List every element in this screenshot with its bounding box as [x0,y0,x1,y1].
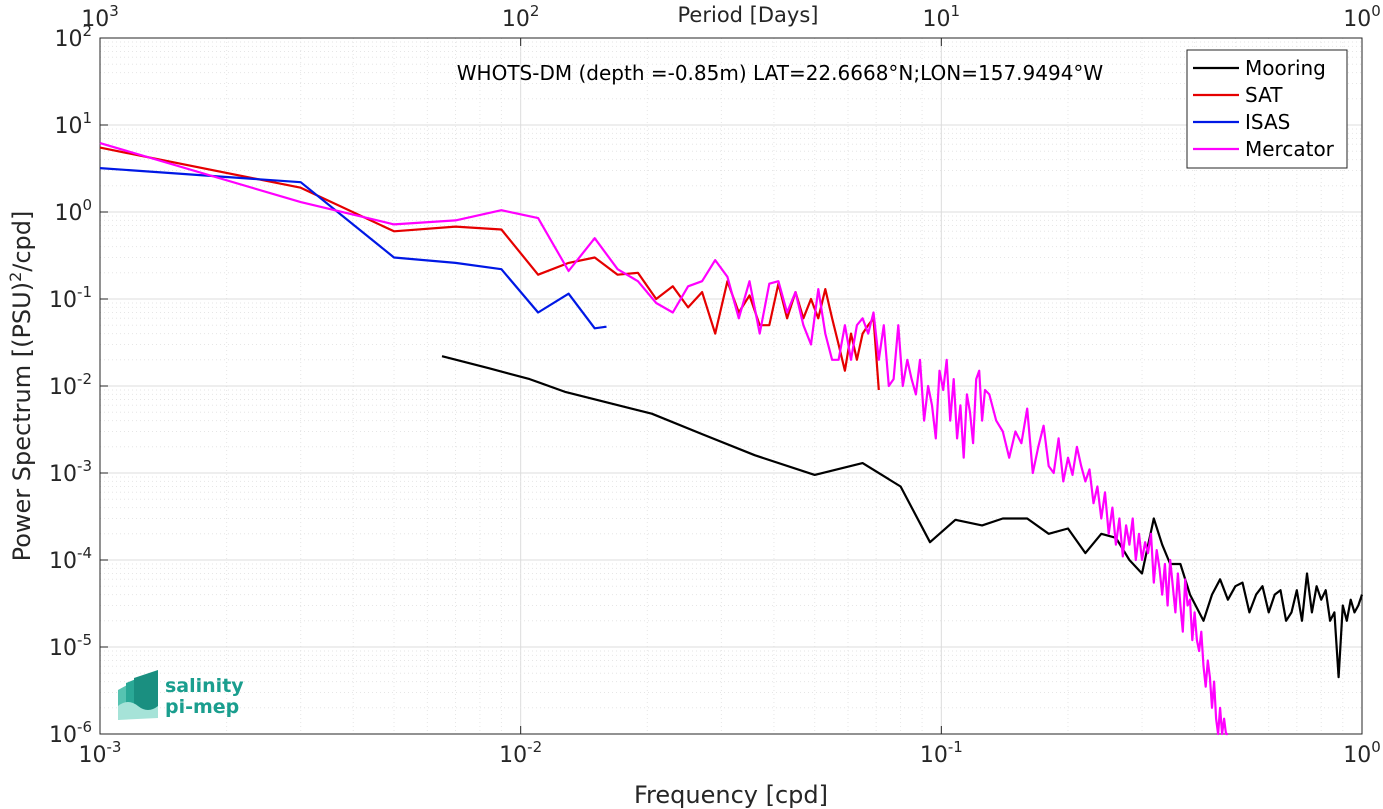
y-tick-label: 101 [54,109,92,139]
y-tick-label: 10-1 [49,283,92,313]
salinity-pi-mep-logo: salinity pi-mep [118,670,244,720]
legend: Mooring SAT ISAS Mercator [1186,49,1348,169]
grid [99,38,1362,735]
x-tick-label: 10-1 [920,738,963,768]
series-line-mercator [99,142,1228,736]
top-axis-label: Period [Days] [678,3,819,27]
y-axis-label: Power Spectrum [(PSU)2/cpd] [6,211,36,562]
series-line-isas [99,167,607,330]
series-line-sat [99,146,880,391]
legend-label-sat: SAT [1245,83,1283,107]
y-tick-label: 100 [54,196,92,226]
x-axis-label: Frequency [cpd] [634,781,828,809]
series-line-mooring [441,355,1364,679]
top-tick-label: 100 [1343,2,1381,32]
legend-label-mooring: Mooring [1245,56,1326,80]
logo-text-pi-mep: pi-mep [165,696,239,718]
y-tick-label: 10-4 [49,544,92,574]
top-tick-label: 101 [923,2,961,32]
chart-annotation: WHOTS-DM (depth =-0.85m) LAT=22.6668°N;L… [457,61,1104,85]
series-lines [99,142,1364,736]
logo-text-salinity: salinity [165,675,244,697]
logo-waves-icon [118,670,158,720]
x-tick-label: 100 [1343,738,1381,768]
legend-label-isas: ISAS [1245,110,1290,134]
top-tick-label: 102 [502,2,540,32]
y-tick-label: 10-2 [49,370,92,400]
y-tick-label: 10-3 [49,457,92,487]
y-tick-label: 10-5 [49,631,92,661]
top-tick-label: 103 [81,2,119,32]
legend-label-mercator: Mercator [1245,137,1335,161]
x-tick-label: 10-3 [79,738,122,768]
y-tick-label: 10-6 [49,718,92,748]
x-tick-label: 10-2 [499,738,542,768]
y-tick-label: 102 [54,22,92,52]
